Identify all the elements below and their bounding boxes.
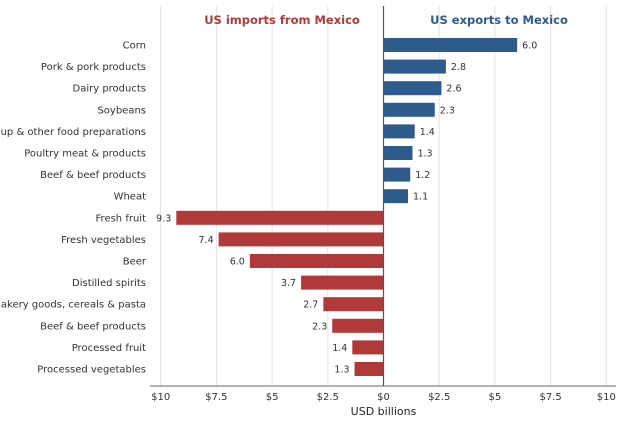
exports-section-title: US exports to Mexico [430, 13, 568, 27]
bar [176, 210, 384, 225]
bar [383, 124, 415, 139]
bar [383, 102, 435, 117]
category-label: Corn [123, 41, 146, 52]
data-label: 2.8 [451, 62, 466, 73]
bar [383, 81, 442, 96]
x-tick-label: $7.5 [205, 392, 227, 403]
category-label: Beef & beef products [40, 321, 146, 332]
category-label: Processed vegetables [37, 365, 146, 376]
category-label: Beef & beef products [40, 170, 146, 181]
category-label: Distilled spirits [72, 278, 146, 289]
category-label: Fresh fruit [96, 213, 147, 224]
bar [383, 167, 411, 182]
category-label: Dairy products [73, 84, 147, 95]
data-label: 2.7 [303, 300, 318, 311]
x-tick-label: $2.5 [428, 392, 450, 403]
category-label: Wheat [114, 192, 147, 203]
x-tick-label: $5 [266, 392, 279, 403]
data-label: 7.4 [199, 235, 214, 246]
data-label: 6.0 [522, 41, 537, 52]
x-tick-label: $10 [151, 392, 170, 403]
imports-section-title: US imports from Mexico [204, 13, 360, 27]
category-label: Soup & other food preparations [0, 127, 146, 138]
bar [323, 297, 384, 312]
bar [218, 232, 384, 247]
x-tick-label: $5 [489, 392, 502, 403]
x-tick-label: $0 [377, 392, 390, 403]
data-label: 6.0 [230, 257, 245, 268]
data-label: 1.4 [420, 127, 435, 138]
x-tick-label: $10 [597, 392, 616, 403]
data-label: 3.7 [281, 278, 296, 289]
category-label: Beer [123, 257, 147, 268]
bars [176, 6, 518, 386]
bar [383, 189, 409, 204]
category-label: Fresh vegetables [61, 235, 146, 246]
data-label: 2.6 [446, 84, 461, 95]
labels: $10 $7.5 $5 $2.5 $0 $2.5 $5 $7.5 $10 Corn 6.0 Pork … [0, 41, 616, 404]
bar [383, 38, 518, 52]
bar [301, 275, 384, 290]
data-label: 1.1 [413, 192, 428, 203]
bar [383, 59, 446, 74]
category-label: Processed fruit [72, 343, 146, 354]
x-tick-label: $7.5 [539, 392, 561, 403]
bar [332, 318, 384, 333]
category-label: Poultry meat & products [24, 149, 146, 160]
bar [354, 362, 384, 376]
data-label: 2.3 [440, 105, 455, 116]
data-label: 1.3 [417, 149, 432, 160]
category-label: Soybeans [97, 105, 146, 116]
data-label: 1.4 [332, 343, 347, 354]
data-label: 1.2 [415, 170, 430, 181]
bar [249, 254, 384, 268]
x-tick-label: $2.5 [317, 392, 339, 403]
data-label: 1.3 [334, 365, 349, 376]
bar [383, 146, 413, 160]
category-label: Bakery goods, cereals & pasta [0, 300, 146, 311]
data-label: 9.3 [156, 213, 171, 224]
bar [352, 340, 384, 355]
data-label: 2.3 [312, 321, 327, 332]
category-label: Pork & pork products [41, 62, 146, 73]
x-axis-title: USD billions [351, 405, 417, 418]
